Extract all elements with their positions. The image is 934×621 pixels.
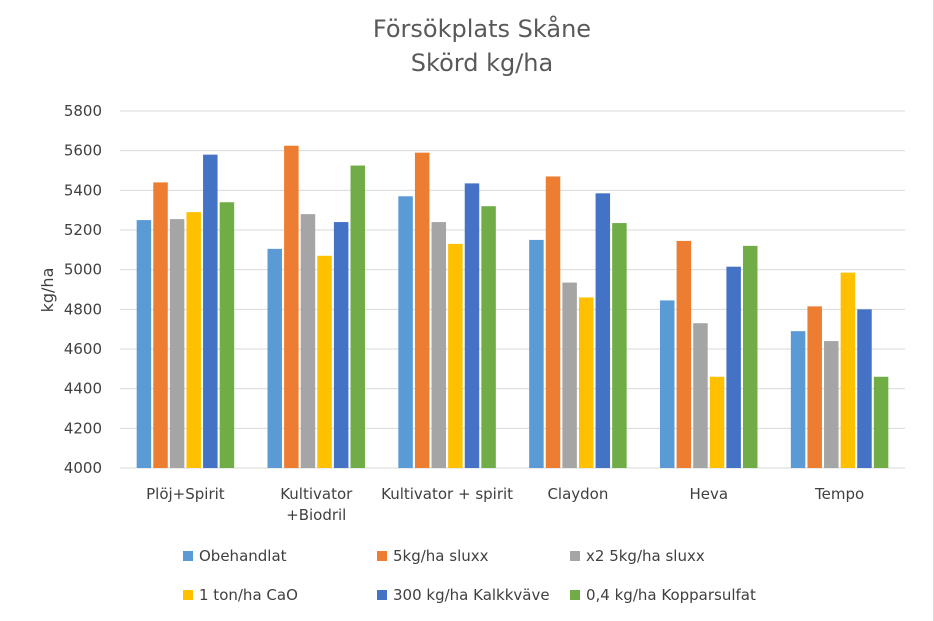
y-tick-label: 4200	[64, 419, 102, 437]
bar-5-1	[203, 154, 218, 468]
chart-title: Försökplats Skåne Skörd kg/ha	[373, 14, 591, 77]
legend-swatch	[377, 590, 387, 600]
bar-4-6	[840, 272, 856, 468]
bar-4-1	[186, 212, 201, 468]
y-tick-label: 4000	[64, 459, 102, 477]
bar-1-6	[790, 331, 806, 468]
bar-5-2	[333, 222, 349, 468]
legend: Obehandlat 5kg/ha sluxx x2 5kg/ha sluxx 1 t…	[183, 547, 756, 604]
bar-5-4	[595, 193, 611, 468]
bar-6-5	[743, 245, 758, 468]
bars	[136, 145, 889, 469]
bar-1-5	[660, 300, 675, 468]
bar-2-4	[545, 176, 561, 468]
bar-4-5	[709, 376, 725, 468]
legend-label: 5kg/ha sluxx	[393, 547, 489, 565]
bar-6-4	[612, 223, 627, 468]
bar-5-6	[857, 309, 872, 468]
bar-3-5	[693, 323, 708, 468]
bar-4-2	[317, 255, 332, 468]
x-category-label: Plöj+Spirit	[146, 485, 225, 503]
x-category-label: Claydon	[547, 485, 608, 503]
y-tick-label: 5200	[64, 221, 102, 239]
bar-5-3	[464, 183, 480, 468]
legend-label: 300 kg/ha Kalkkväve	[393, 586, 550, 604]
bar-2-1	[153, 182, 168, 468]
y-axis-ticks: 4000 4200 4400 4600 4800 5000 5200 5400 5600 5800	[64, 102, 102, 477]
bar-3-3	[431, 222, 447, 468]
bar-4-4	[578, 297, 594, 468]
legend-swatch	[570, 590, 580, 600]
bar-6-6	[873, 376, 889, 468]
bar-3-4	[562, 282, 577, 468]
x-category-label: Kultivator + spirit	[381, 485, 513, 503]
x-category-label: +Biodril	[286, 506, 346, 524]
bar-1-1	[136, 220, 152, 468]
chart-title-line: Skörd kg/ha	[411, 49, 553, 77]
y-axis-label: kg/ha	[38, 268, 57, 313]
legend-label: 1 ton/ha CaO	[199, 586, 298, 604]
bar-1-2	[267, 248, 282, 468]
bar-6-2	[350, 165, 365, 468]
y-tick-label: 5400	[64, 181, 102, 199]
x-category-label: Heva	[689, 485, 728, 503]
legend-swatch	[183, 551, 193, 561]
y-tick-label: 4600	[64, 340, 102, 358]
legend-swatch	[377, 551, 387, 561]
legend-swatch	[570, 551, 580, 561]
bar-4-3	[448, 243, 463, 468]
chart-title-line: Försökplats Skåne	[373, 14, 591, 43]
legend-label: Obehandlat	[199, 547, 287, 565]
bar-3-2	[300, 214, 316, 468]
bar-6-3	[481, 206, 496, 468]
x-category-label: Kultivator	[280, 485, 353, 503]
bar-3-1	[169, 219, 185, 468]
x-axis-categories: Plöj+Spirit Kultivator +Biodril Kultivator …	[146, 485, 864, 524]
bar-6-1	[219, 202, 235, 468]
bar-2-5	[676, 240, 692, 468]
bar-3-6	[824, 341, 839, 468]
y-tick-label: 5000	[64, 261, 102, 279]
bar-2-3	[414, 152, 430, 468]
y-tick-label: 5600	[64, 142, 102, 160]
legend-label: 0,4 kg/ha Kopparsulfat	[586, 586, 756, 604]
bar-5-5	[726, 266, 741, 468]
y-tick-label: 5800	[64, 102, 102, 120]
bar-2-2	[284, 145, 299, 469]
bar-2-6	[807, 306, 822, 468]
gridlines	[120, 110, 905, 469]
legend-label: x2 5kg/ha sluxx	[586, 547, 705, 565]
bar-1-4	[529, 239, 544, 468]
bar-1-3	[398, 196, 413, 469]
y-axis-title: kg/ha	[38, 268, 57, 313]
y-tick-label: 4800	[64, 300, 102, 318]
x-category-label: Tempo	[814, 485, 864, 503]
legend-swatch	[183, 590, 193, 600]
y-tick-label: 4400	[64, 380, 102, 398]
